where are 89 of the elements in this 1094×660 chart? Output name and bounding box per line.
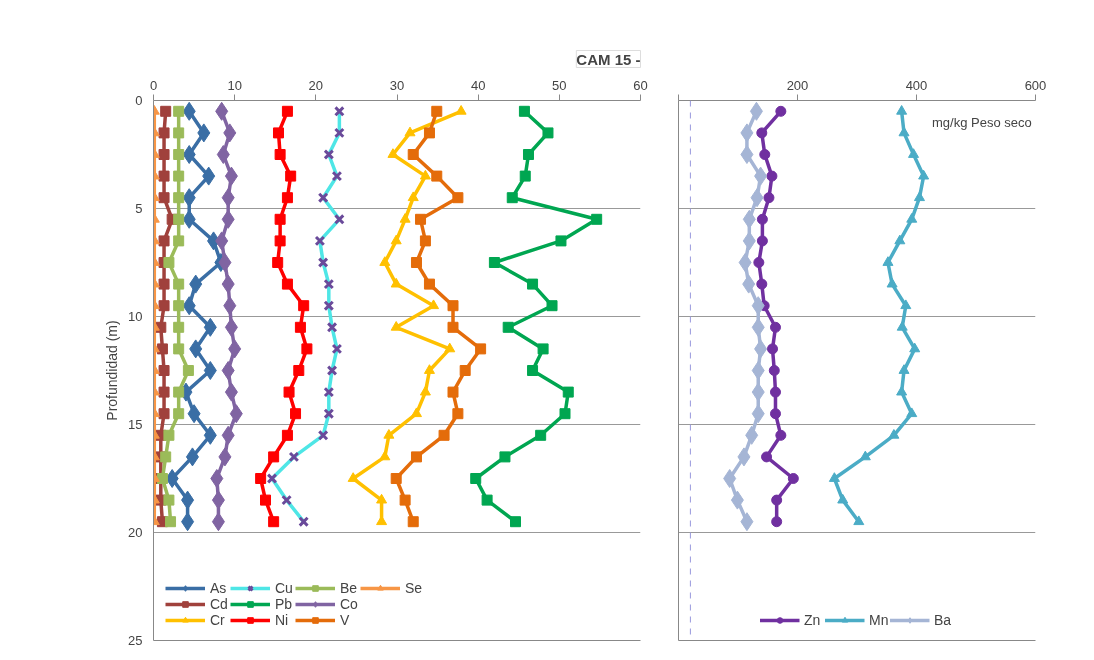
point <box>894 234 906 245</box>
x-tick-label: 20 <box>308 77 324 93</box>
x-tick-label: 40 <box>470 77 486 93</box>
point <box>908 148 920 158</box>
point <box>756 235 768 247</box>
point <box>742 209 756 229</box>
point <box>898 364 910 374</box>
point <box>749 101 763 121</box>
legend-label: Cu <box>275 580 294 596</box>
point <box>740 123 754 143</box>
y-tick-label: 25 <box>128 633 143 648</box>
legend-label: Co <box>340 596 359 612</box>
point <box>906 407 918 418</box>
y-tick-label: 0 <box>135 93 143 108</box>
point <box>888 429 900 439</box>
point <box>753 257 765 268</box>
point <box>859 450 871 461</box>
legend-label: Pb <box>275 596 294 612</box>
point <box>768 365 780 376</box>
point <box>769 321 781 333</box>
point <box>742 274 756 294</box>
point <box>769 386 781 398</box>
point <box>754 339 768 359</box>
y-tick-label: 10 <box>128 309 143 324</box>
point <box>761 451 773 463</box>
point <box>882 256 894 266</box>
point <box>763 192 775 204</box>
x-tick-label: 600 <box>1024 77 1047 93</box>
point <box>737 447 751 467</box>
y-tick-label: 5 <box>135 201 143 216</box>
legend-label: Se <box>405 580 424 596</box>
y-tick-label: 20 <box>128 525 143 540</box>
point <box>775 105 787 117</box>
point <box>906 213 918 223</box>
point <box>896 321 908 331</box>
x-tick-label: 10 <box>227 77 242 93</box>
x-tick-label: 0 <box>149 77 158 93</box>
chart-title: CAM 15 - <box>576 50 641 68</box>
point <box>738 253 752 272</box>
legend-label: Ni <box>275 612 290 628</box>
legend-label: Ba <box>934 612 953 628</box>
x-tick-label: 50 <box>552 77 567 93</box>
point <box>896 105 908 115</box>
point <box>751 361 765 380</box>
point <box>886 277 898 288</box>
point <box>730 490 744 510</box>
legend-label: As <box>210 580 228 596</box>
point <box>751 296 765 316</box>
point <box>769 408 781 420</box>
point <box>775 429 787 441</box>
point <box>759 149 771 160</box>
point <box>723 469 737 488</box>
point <box>828 472 840 482</box>
legend-label: V <box>340 612 351 628</box>
point <box>918 169 930 180</box>
point <box>767 343 779 355</box>
point <box>750 188 764 208</box>
point <box>740 145 754 164</box>
point <box>751 317 765 337</box>
point <box>756 213 768 225</box>
point <box>837 493 849 504</box>
point <box>756 127 768 139</box>
point <box>909 342 921 353</box>
point <box>771 516 783 528</box>
legend-label: Zn <box>804 612 822 628</box>
legend-label: Cd <box>210 596 229 612</box>
point <box>756 278 768 290</box>
legend-label: Cr <box>210 612 226 628</box>
point <box>742 231 756 251</box>
point <box>740 512 754 532</box>
point <box>754 166 768 186</box>
point <box>751 382 765 402</box>
legend-label: Be <box>340 580 359 596</box>
y-tick-label: 15 <box>128 417 143 432</box>
annotation: mg/kg Peso seco <box>931 114 1032 130</box>
point <box>745 425 759 445</box>
point <box>766 170 778 182</box>
x-tick-label: 30 <box>389 77 405 93</box>
legend-label: Mn <box>869 612 889 628</box>
y-axis-title: Profundidad (m) <box>104 320 121 421</box>
x-tick-label: 60 <box>633 77 648 93</box>
x-tick-label: 200 <box>786 77 809 93</box>
point <box>900 299 912 310</box>
point <box>787 473 799 484</box>
point <box>913 191 925 202</box>
point <box>771 494 783 506</box>
x-tick-label: 400 <box>905 77 928 93</box>
point <box>853 515 865 526</box>
point <box>751 404 765 424</box>
